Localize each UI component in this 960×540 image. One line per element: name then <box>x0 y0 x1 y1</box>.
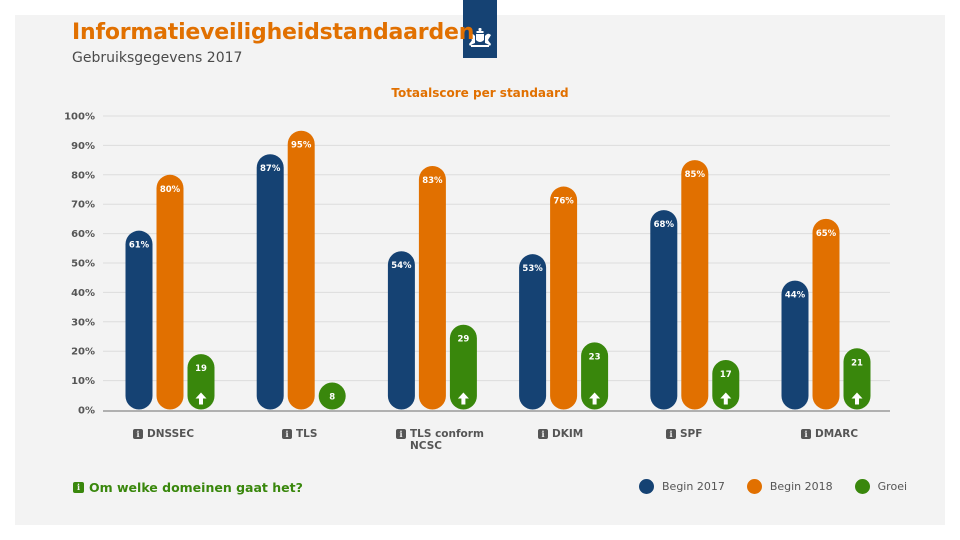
x-axis-label-dmarc[interactable]: i DMARC <box>801 428 858 440</box>
bar-value-label: 54% <box>391 261 412 271</box>
legend: Begin 2017 Begin 2018 Groei <box>639 479 929 494</box>
bar-group: 87% 95% 8 <box>256 130 346 410</box>
bar-begin2018 <box>681 160 709 410</box>
info-icon: i <box>282 429 292 439</box>
arrow-up-icon <box>720 392 732 405</box>
bar-begin2018 <box>418 165 446 410</box>
x-axis-label-spf[interactable]: i SPF <box>666 428 702 440</box>
y-tick-label: 50% <box>71 259 95 270</box>
info-icon: i <box>538 429 548 439</box>
bar-value-label: 19 <box>195 364 207 374</box>
arrow-up-icon <box>457 392 469 405</box>
page-title: Informatieveiligheidstandaarden <box>72 20 475 45</box>
y-tick-label: 0% <box>78 406 95 417</box>
bar-group: 61% 80% 19 <box>125 174 215 410</box>
legend-item-begin-2018: Begin 2018 <box>746 479 833 494</box>
bar-begin2018 <box>287 130 315 410</box>
domains-info-link[interactable]: i Om welke domeinen gaat het? <box>73 480 303 495</box>
bar-begin2017 <box>387 251 415 410</box>
x-axis-label-text: SPF <box>680 428 703 440</box>
y-tick-label: 40% <box>71 288 95 299</box>
bar-value-label: 83% <box>422 176 443 186</box>
y-tick-label: 30% <box>71 317 95 328</box>
arrow-up-icon <box>851 392 863 405</box>
legend-label-groei: Groei <box>877 480 908 493</box>
y-tick-label: 10% <box>71 376 95 387</box>
x-axis-label-text: TLS <box>296 428 318 440</box>
bar-value-label: 17 <box>720 370 732 380</box>
bar-begin2017 <box>650 210 678 410</box>
bar-begin2017 <box>125 230 153 410</box>
bar-value-label: 44% <box>785 291 806 301</box>
chart-title: Totaalscore per standaard <box>391 86 569 100</box>
bar-begin2018 <box>156 174 184 410</box>
y-tick-label: 80% <box>71 170 95 181</box>
legend-dot-begin-2018 <box>746 479 762 494</box>
x-axis-label-dkim[interactable]: i DKIM <box>538 428 583 440</box>
info-icon: i <box>133 429 143 439</box>
x-axis-label-text: TLS conform NCSC <box>410 428 484 452</box>
bar-value-label: 65% <box>816 229 837 239</box>
info-icon: i <box>666 429 676 439</box>
info-icon: i <box>396 429 406 439</box>
info-icon: i <box>801 429 811 439</box>
x-axis-label-text: DNSSEC <box>147 428 195 440</box>
bar-value-label: 95% <box>291 141 312 151</box>
legend-label-begin-2018: Begin 2018 <box>769 480 833 493</box>
bar-groei <box>581 342 609 410</box>
legend-item-begin-2017: Begin 2017 <box>639 479 725 494</box>
bar-value-label: 80% <box>160 185 181 195</box>
arrow-up-icon <box>589 392 601 405</box>
bar-groei <box>449 324 477 410</box>
legend-label-begin-2017: Begin 2017 <box>662 480 725 493</box>
info-icon: i <box>73 482 84 493</box>
x-axis-label-tls-conform-ncsc[interactable]: i TLS conform NCSC <box>396 428 484 452</box>
bar-value-label: 53% <box>522 264 543 274</box>
y-tick-label: 60% <box>71 229 95 240</box>
x-axis-label-dnssec[interactable]: i DNSSEC <box>133 428 194 440</box>
bar-begin2018 <box>550 186 578 410</box>
x-axis-label-tls[interactable]: i TLS <box>282 428 317 440</box>
bar-begin2017 <box>256 154 284 410</box>
x-axis-label-text: DKIM <box>552 428 584 440</box>
bar-begin2018 <box>812 218 840 410</box>
bar-value-label: 76% <box>553 197 574 207</box>
bar-begin2017 <box>519 254 547 410</box>
bar-value-label: 68% <box>654 220 675 230</box>
y-tick-label: 90% <box>71 141 95 152</box>
bar-group: 54% 83% 29 <box>387 165 477 410</box>
y-tick-label: 100% <box>64 112 95 123</box>
bar-group: 44% 65% 21 <box>781 218 871 410</box>
y-tick-label: 20% <box>71 347 95 358</box>
bar-value-label: 8 <box>329 393 335 403</box>
bar-value-label: 29 <box>457 335 469 345</box>
y-tick-label: 70% <box>71 200 95 211</box>
bar-groei <box>187 354 215 410</box>
bar-group: 68% 85% 17 <box>650 160 740 410</box>
bars-layer: 61% 80% 19 87% 95% 8 54% 83% 29 53% 76% 23 68% 85% 17 4… <box>125 130 871 410</box>
bar-value-label: 21 <box>851 358 863 368</box>
grid-layer: 0% 10% 20% 30% 40% 50% 60% 70% 80% 90% 100% <box>64 112 890 417</box>
bar-groei <box>712 360 740 410</box>
bar-value-label: 85% <box>685 170 706 180</box>
x-axis-label-text: DMARC <box>815 428 859 440</box>
page-subtitle: Gebruiksgegevens 2017 <box>72 50 243 66</box>
bar-value-label: 23 <box>589 352 601 362</box>
coat-of-arms-icon <box>469 28 491 47</box>
legend-item-groei: Groei <box>854 479 908 494</box>
bar-value-label: 61% <box>129 241 150 251</box>
bar-groei <box>318 382 346 410</box>
legend-dot-begin-2017 <box>639 479 654 494</box>
bar-groei <box>843 348 871 410</box>
arrow-up-icon <box>195 392 207 405</box>
rijksoverheid-logo <box>463 0 497 58</box>
bar-group: 53% 76% 23 <box>519 186 609 410</box>
bar-begin2017 <box>781 280 809 410</box>
domains-info-link-label: Om welke domeinen gaat het? <box>89 480 303 495</box>
bar-value-label: 87% <box>260 164 281 174</box>
legend-dot-groei <box>854 479 870 494</box>
